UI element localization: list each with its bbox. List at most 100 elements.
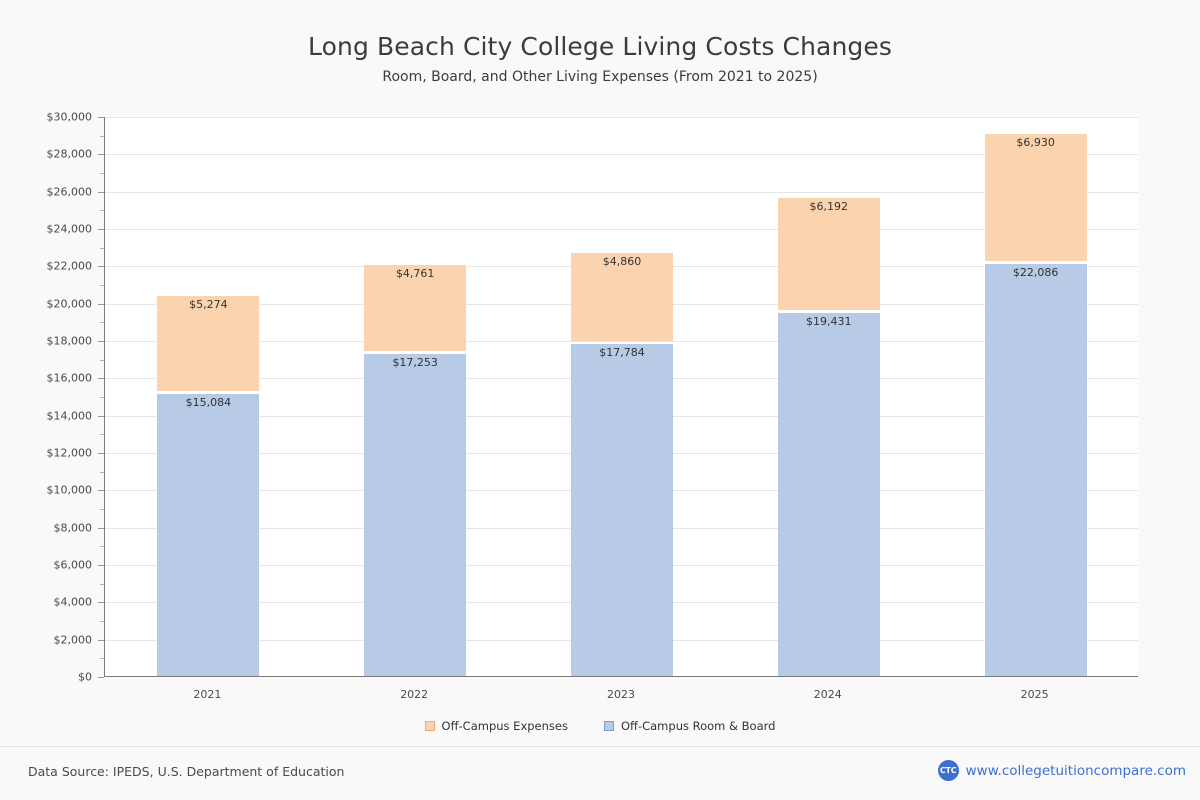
legend-item-label: Off-Campus Room & Board (620, 719, 776, 733)
gridline (105, 154, 1138, 156)
legend-item[interactable]: Off-Campus Room & Board (603, 719, 776, 733)
chart-legend: Off-Campus Expenses Off-Campus Room & Boa… (0, 719, 1200, 733)
y-axis-tick-label: $4,000 (53, 595, 93, 609)
y-axis-tick-label: $28,000 (46, 147, 93, 161)
y-axis-minor-tick-mark (100, 210, 104, 212)
y-axis-tick-mark (98, 154, 104, 156)
brand-link[interactable]: CTC www.collegetuitioncompare.com (937, 760, 1186, 781)
plot-area-frame: $15,084 $5,274 $17,253 $4,761 $17,784 $4,860 $… (104, 117, 1138, 677)
y-axis-tick-mark (98, 191, 104, 193)
bar-value-label-expenses: $4,860 (602, 255, 642, 269)
y-axis-tick-label: $10,000 (46, 483, 93, 497)
y-axis-minor-tick-mark (100, 583, 104, 585)
bar-segment-expenses[interactable] (777, 197, 880, 311)
data-source-text: Data Source: IPEDS, U.S. Department of E… (28, 764, 345, 779)
y-axis-tick-label: $30,000 (46, 110, 93, 124)
y-axis-minor-tick-mark (100, 546, 104, 548)
bar-value-label-expenses: $5,274 (189, 297, 228, 311)
y-axis-tick-mark (98, 639, 104, 641)
y-axis-minor-tick-mark (100, 621, 104, 622)
y-axis-minor-tick-mark (100, 285, 104, 286)
x-axis-tick-label: 2024 (813, 688, 842, 701)
bar-segment-expenses[interactable] (157, 295, 260, 392)
bar-group[interactable]: $17,253 $4,761 (364, 116, 467, 676)
y-axis-tick-mark (98, 602, 104, 604)
footer: Data Source: IPEDS, U.S. Department of E… (0, 746, 1200, 800)
y-axis-tick-label: $16,000 (46, 371, 93, 385)
x-axis-tick-label: 2023 (607, 688, 635, 701)
y-axis-tick-mark (98, 303, 104, 305)
y-axis-tick-mark (98, 527, 104, 529)
legend-item[interactable]: Off-Campus Expenses (424, 719, 568, 733)
y-axis-tick-label: $14,000 (46, 409, 93, 423)
y-axis-tick-label: $24,000 (46, 222, 93, 236)
y-axis-tick-mark (98, 677, 104, 678)
bar-value-label-room-board: $19,431 (806, 315, 852, 329)
y-axis-minor-tick-mark (100, 434, 104, 436)
bar-value-label-expenses: $4,761 (395, 267, 435, 281)
y-axis-minor-tick-mark (100, 397, 104, 398)
bar-value-label-expenses: $6,192 (809, 199, 849, 213)
y-axis-tick-label: $6,000 (53, 558, 93, 572)
y-axis-tick-label: $20,000 (46, 297, 93, 311)
bar-group[interactable]: $19,431 $6,192 (777, 116, 880, 676)
x-axis-tick-label: 2021 (193, 688, 222, 701)
y-axis-tick-mark (98, 490, 104, 492)
y-axis-minor-tick-mark (100, 135, 104, 137)
y-axis-tick-label: $12,000 (46, 446, 93, 460)
bar-segment-expenses[interactable] (984, 134, 1087, 261)
bar-segment-expenses[interactable] (364, 265, 467, 351)
y-axis-tick-mark (98, 565, 104, 566)
y-axis-tick-mark (98, 453, 104, 454)
gridline (105, 117, 1138, 118)
bar-group[interactable]: $17,784 $4,860 (571, 116, 673, 676)
bar-value-label-room-board: $17,784 (599, 346, 645, 360)
y-axis-tick-mark (98, 266, 104, 268)
chart-title: Long Beach City College Living Costs Cha… (308, 32, 892, 61)
x-axis-tick-label: 2025 (1020, 688, 1049, 701)
legend-swatch-icon (603, 721, 614, 731)
y-axis-tick-mark (98, 378, 104, 380)
bar-segment-room-board[interactable] (364, 353, 467, 676)
y-axis-minor-tick-mark (100, 359, 104, 361)
y-axis-tick-label: $18,000 (46, 334, 93, 348)
bar-value-label-expenses: $6,930 (1016, 136, 1055, 150)
y-axis-tick-mark (98, 117, 104, 118)
gridline (105, 677, 1138, 678)
bar-segment-room-board[interactable] (984, 263, 1087, 676)
y-axis-tick-mark (98, 229, 104, 230)
bar-segment-room-board[interactable] (571, 344, 673, 676)
bar-value-label-room-board: $22,086 (1012, 265, 1059, 279)
bar-group[interactable]: $22,086 $6,930 (984, 116, 1087, 676)
y-axis-tick-mark (98, 341, 104, 342)
y-axis-tick-mark (98, 415, 104, 417)
bar-segment-room-board[interactable] (777, 313, 880, 676)
y-axis-minor-tick-mark (100, 658, 104, 660)
bar-value-label-room-board: $15,084 (185, 396, 232, 410)
y-axis-tick-label: $2,000 (53, 633, 93, 647)
bar-value-label-room-board: $17,253 (392, 355, 438, 369)
title-block: Long Beach City College Living Costs Cha… (0, 32, 1200, 86)
brand-url-text: www.collegetuitioncompare.com (965, 762, 1186, 779)
y-axis-tick-label: $8,000 (53, 521, 93, 535)
legend-swatch-icon (424, 721, 435, 731)
y-axis-tick-label: $22,000 (46, 259, 93, 273)
y-axis-tick-label: $26,000 (46, 185, 93, 199)
y-axis-minor-tick-mark (100, 322, 104, 324)
y-axis-minor-tick-mark (100, 471, 104, 473)
gridline (105, 191, 1138, 193)
gridline (105, 229, 1138, 230)
bar-segment-room-board[interactable] (157, 394, 260, 676)
bar-group[interactable]: $15,084 $5,274 (157, 116, 260, 676)
y-axis-minor-tick-mark (100, 173, 104, 174)
bar-segment-expenses[interactable] (571, 253, 673, 342)
plot-area: $15,084 $5,274 $17,253 $4,761 $17,784 $4,860 $… (105, 117, 1138, 676)
x-axis-tick-label: 2022 (400, 688, 429, 701)
chart-subtitle: Room, Board, and Other Living Expenses (… (382, 69, 818, 85)
gridline (105, 341, 1138, 342)
y-axis-minor-tick-mark (100, 247, 104, 249)
legend-item-label: Off-Campus Expenses (441, 719, 568, 733)
y-axis-tick-label: $0 (78, 670, 92, 684)
ctc-logo-icon: CTC (937, 760, 959, 781)
